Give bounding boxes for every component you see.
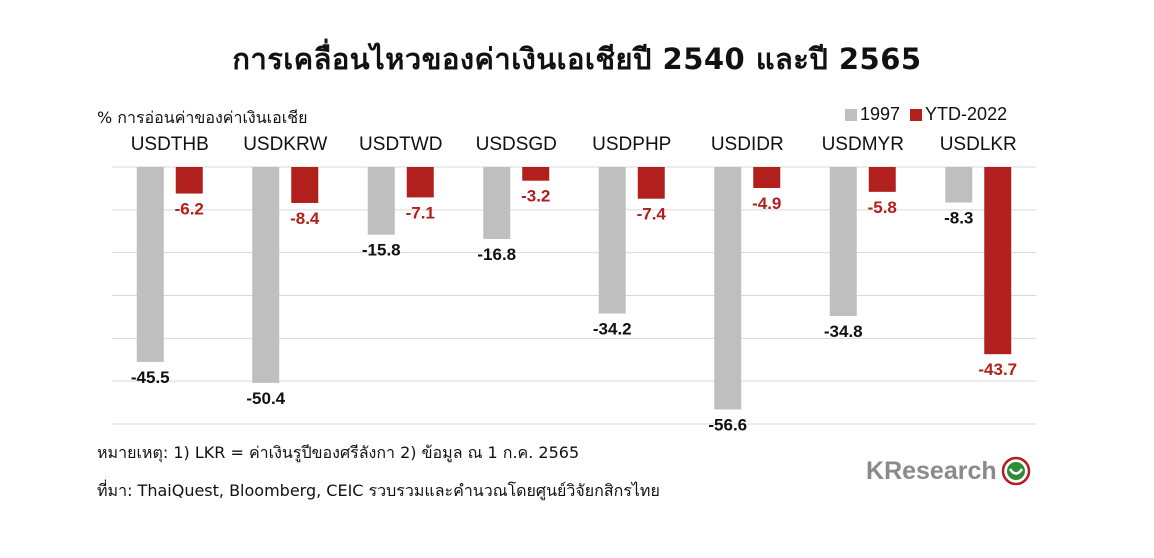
bar-ytd-2022 (753, 167, 781, 188)
source-note: ที่มา: ThaiQuest, Bloomberg, CEIC รวบรวม… (97, 481, 660, 500)
category-label: USDKRW (243, 134, 327, 155)
bar-ytd-2022 (175, 167, 203, 194)
data-label: -4.9 (752, 194, 781, 213)
legend-item-1997: 1997 (845, 104, 900, 125)
data-label: -15.8 (362, 241, 401, 260)
legend-item-ytd-2022: YTD-2022 (910, 104, 1007, 125)
data-label: -34.8 (824, 322, 863, 341)
data-label: -16.8 (477, 245, 516, 264)
category-label: USDIDR (711, 134, 784, 155)
data-label: -6.2 (175, 200, 204, 219)
bar-ytd-2022 (291, 167, 319, 203)
legend-label-1997: 1997 (860, 104, 901, 124)
category-label: USDPHP (592, 134, 671, 155)
bar-1997 (945, 167, 973, 203)
logo-text: Research (884, 456, 997, 485)
data-label: -34.2 (593, 319, 632, 338)
bar-1997 (598, 167, 626, 314)
chart-title: การเคลื่อนไหวของค่าเงินเอเชียปี 2540 และ… (232, 42, 922, 76)
y-axis-label: % การอ่อนค่าของค่าเงินเอเชีย (97, 108, 308, 127)
bar-ytd-2022 (868, 167, 896, 192)
kasikorn-leaf-icon (1001, 456, 1030, 486)
bar-ytd-2022 (406, 167, 434, 198)
data-label: -43.7 (978, 360, 1017, 379)
legend-swatch-ytd-2022 (910, 108, 923, 121)
category-label: USDMYR (822, 134, 904, 155)
bar-ytd-2022 (984, 167, 1012, 355)
logo-k: K (866, 456, 885, 485)
kresearch-logo: K Research (866, 456, 1031, 486)
legend-swatch-1997 (845, 108, 857, 121)
data-label: -8.3 (944, 209, 973, 228)
bar-1997 (136, 167, 164, 362)
data-label: -5.8 (868, 198, 897, 217)
legend: 1997 YTD-2022 (845, 104, 1017, 125)
category-label: USDTWD (359, 134, 442, 155)
category-label: USDSGD (476, 134, 557, 155)
category-label: USDLKR (940, 134, 1017, 155)
data-label: -8.4 (290, 209, 320, 228)
bar-ytd-2022 (637, 167, 665, 199)
data-label: -45.5 (131, 368, 170, 387)
data-label: -50.4 (246, 389, 285, 408)
remark-note: หมายเหตุ: 1) LKR = ค่าเงินรูปีของศรีลังก… (97, 443, 580, 462)
bar-1997 (367, 167, 395, 235)
category-label: USDTHB (131, 134, 209, 155)
bar-1997 (829, 167, 857, 317)
bar-ytd-2022 (522, 167, 550, 181)
data-label: -3.2 (521, 187, 550, 206)
data-label: -56.6 (708, 415, 747, 434)
data-label: -7.4 (637, 205, 667, 224)
bar-1997 (483, 167, 511, 239)
bar-1997 (714, 167, 742, 410)
data-label: -7.1 (406, 203, 435, 222)
legend-label-ytd-2022: YTD-2022 (925, 104, 1008, 124)
bar-1997 (252, 167, 280, 383)
